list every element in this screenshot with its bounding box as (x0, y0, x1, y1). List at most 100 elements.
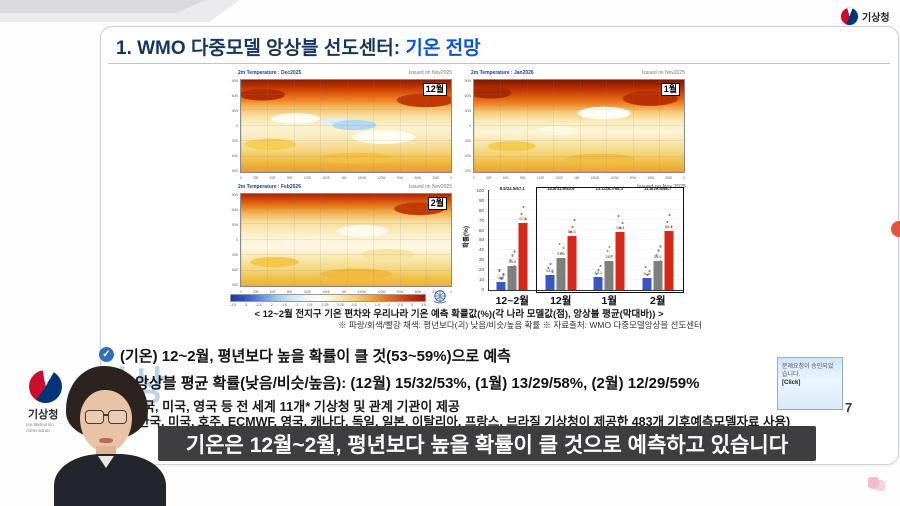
model-dot (500, 277, 503, 280)
figure-caption: < 12~2월 전지구 기온 편차와 우리나라 기온 예측 확률값(%)(각 나… (254, 309, 664, 320)
model-dot (571, 226, 574, 229)
popup-click-link[interactable]: [Click] (782, 380, 801, 386)
model-dot (573, 219, 576, 222)
map-anomaly-field (474, 80, 684, 172)
bar-비슷 (653, 260, 663, 290)
bar-column: 53.6 (567, 190, 577, 290)
presenter-video (52, 358, 172, 506)
chart-group: 13.1/28.7/58.3 13.1 28.758.3 1월 (585, 186, 634, 307)
model-dot (502, 273, 505, 276)
chart-group: 8.5/24.5/67.1 8.5 24.5 67.1 12~2월 (488, 186, 537, 307)
map-month-badge: 2월 (427, 197, 447, 210)
bar-낮음 (545, 275, 555, 290)
model-dot (547, 267, 550, 270)
figure-caption-note: ※ 파랑/회색/빨강 채색: 평년보다(괴) 낮음/비슷/높음 확률 ※ 자료출… (338, 320, 702, 330)
slide-title-highlight: 기온 전망 (405, 38, 481, 59)
map-header: 2m Temperature : Jan2026 Issued on Nov202… (471, 70, 685, 78)
bar-column: 58.7 (664, 190, 674, 290)
model-dot (657, 249, 660, 252)
bar-cluster: 8.5 24.5 67.1 (496, 190, 528, 290)
model-dot (655, 254, 658, 257)
notification-popup[interactable]: 문제요청이 승인되었 습니다. [Click] (777, 357, 843, 410)
model-dot (659, 260, 662, 263)
slide-card (100, 26, 899, 465)
chart-highlight-box (536, 187, 684, 293)
map-image: 12월 (240, 79, 452, 173)
colorbar-gradient (230, 294, 426, 302)
model-dot (666, 221, 669, 224)
map-lon-ticks: 0 30E 60E 90E 120E 150E 180 150W 120W 90W 60W 30W 0 (240, 176, 452, 180)
model-dot (666, 236, 669, 239)
model-dot (571, 241, 574, 244)
map-lat-ticks: 90N 60N 30N 0 30S 60S 90S (231, 79, 238, 173)
model-dot (599, 278, 602, 281)
chart-category-label: 2월 (650, 295, 666, 307)
model-dot (558, 243, 561, 246)
bullet-providers: 한국, 미국, 영국 등 전 세계 11개* 기상청 및 관계 기관이 제공 (131, 399, 460, 414)
model-dot (549, 277, 552, 280)
bar-비슷 (556, 258, 566, 290)
anomaly-colorbar: -3.5 -3 -2.5 -2 -1.5 -1 -0.5 -0.25 0.25 0.5 1 1.5 2 2… (230, 294, 426, 307)
kma-taegeuk-icon (841, 8, 858, 25)
bar-value: 8.5 (498, 275, 504, 280)
model-dot (520, 212, 523, 215)
model-dot (606, 265, 609, 268)
map-month-badge: 1월 (660, 83, 680, 96)
bar-column: 67.1 (518, 190, 528, 290)
chart-category-label: 1월 (601, 295, 618, 307)
bar-column: 58.3 (615, 190, 625, 290)
kma-taegeuk-symbol (29, 370, 62, 403)
map-panel-january: 2m Temperature : Jan2026 Issued on Nov202… (461, 70, 687, 182)
map-title-label: 2m Temperature : Jan2026 (471, 70, 534, 76)
bar-비슷 (604, 261, 614, 290)
model-dot (597, 268, 600, 271)
model-dot (670, 242, 673, 245)
bar-높음 (567, 236, 577, 290)
wmo-logo-icon (433, 290, 447, 304)
corner-decoration-band-dark (0, 0, 206, 13)
bar-높음 (664, 231, 674, 290)
model-dot (498, 269, 501, 272)
group-values-label: 8.5/24.5/67.1 (499, 186, 525, 191)
model-dot (659, 245, 662, 248)
bar-column: 31.6 (556, 190, 566, 290)
map-title-label: 2m Temperature : Dec2025 (238, 70, 302, 76)
model-dot (644, 280, 647, 283)
kma-backdrop-en1: rea Meteorolo (26, 422, 54, 427)
map-header: 2m Temperature : Feb2026 Issued on Nov202… (238, 184, 452, 192)
presenter-mouth (99, 438, 113, 443)
chart-bar-groups: 8.5/24.5/67.1 8.5 24.5 67.1 12~2월 14.8/31.6/5… (488, 186, 683, 307)
bullet-providers-detail: 한국, 미국, 호주, ECMWF, 영국, 캐나다, 독일, 일본, 이탈리아… (138, 415, 791, 429)
map-lat-ticks: 90N 60N 30N 0 30S 60S 90S (231, 193, 238, 287)
map-gridlines (474, 80, 684, 172)
model-dot (562, 262, 565, 265)
bar-낮음 (496, 281, 506, 290)
model-dot (524, 217, 527, 220)
model-dot (619, 226, 622, 229)
map-month-badge: 12월 (422, 83, 447, 96)
check-icon: ✓ (99, 347, 114, 362)
model-dot (595, 272, 598, 275)
bar-value: 67.1 (519, 215, 528, 221)
kma-logo-label: 기상청 (862, 13, 890, 24)
model-dot (522, 223, 525, 226)
pink-wing-mark (868, 477, 885, 491)
chart-group: 11.8/29.5/58.7 11.8 29.5 58.7 2월 (634, 186, 683, 307)
kma-backdrop-en2: Administrati (26, 427, 50, 433)
kma-backdrop-name: 기상청 (28, 409, 59, 421)
title-divider (108, 63, 890, 64)
map-header: 2m Temperature : Dec2025 Issued on Nov202… (238, 70, 452, 78)
map-panel-february: 2m Temperature : Feb2026 Issued on Nov202… (228, 184, 454, 296)
model-dot (509, 259, 512, 262)
model-dot (562, 247, 565, 250)
model-dot (513, 250, 516, 253)
model-dot (549, 263, 552, 266)
group-values-label: 14.8/31.6/53.6 (547, 186, 575, 191)
bar-column: 28.7 (604, 190, 614, 290)
model-dot (569, 231, 572, 234)
probability-bar-chart: Issued on Nov 2025 확률(%) 100 90 80 70 60 50 40… (462, 184, 688, 310)
bar-낮음 (642, 278, 652, 290)
popup-line1: 문제요청이 승인되었 (782, 364, 834, 370)
model-dot (524, 233, 527, 236)
